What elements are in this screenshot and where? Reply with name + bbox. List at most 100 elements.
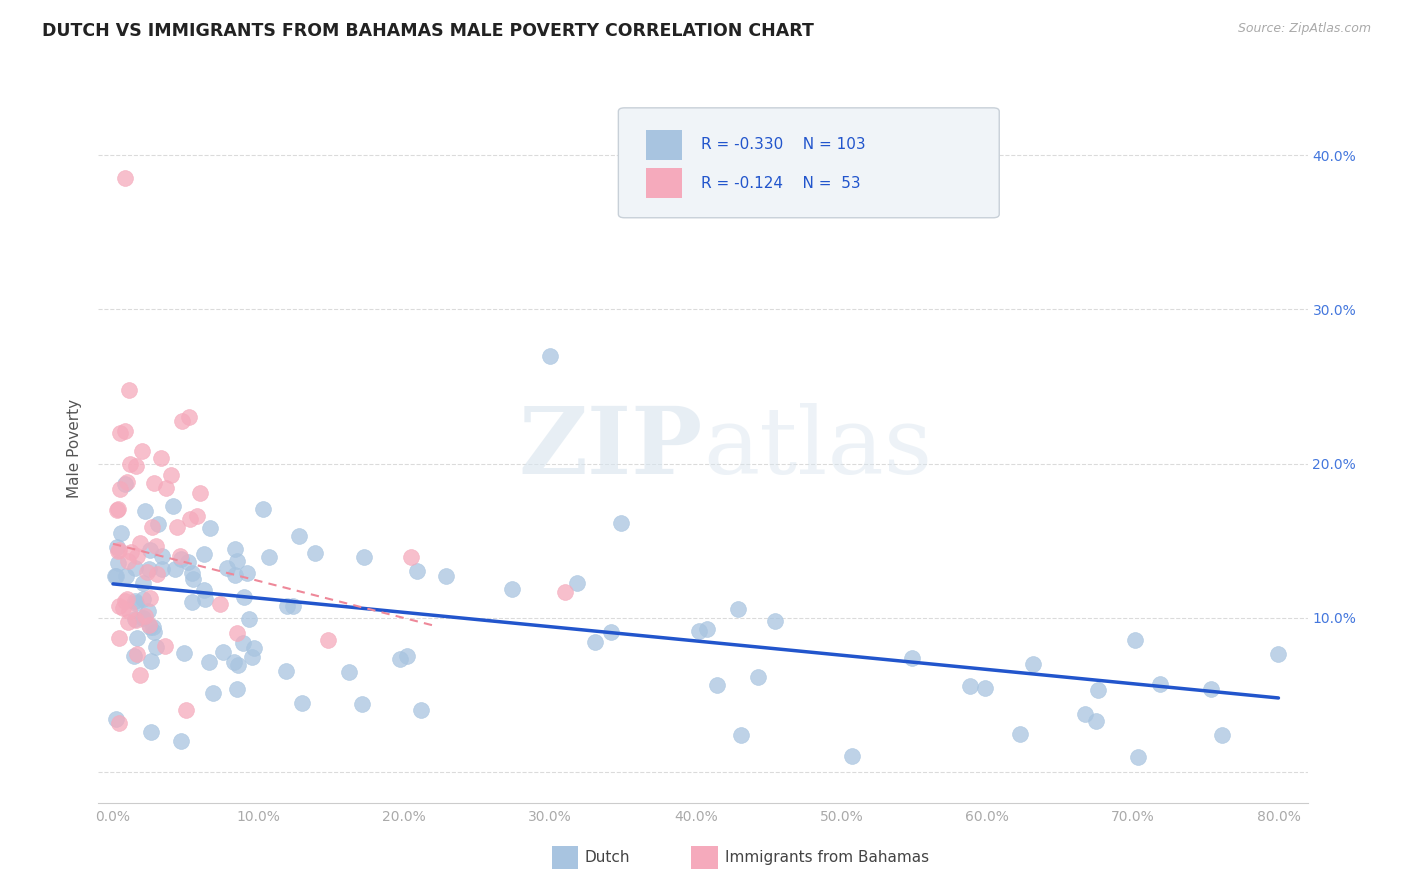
- Point: [727, 601, 749, 615]
- FancyBboxPatch shape: [551, 846, 578, 869]
- Point: [165, 562, 187, 576]
- Point: [1267, 647, 1289, 661]
- Point: [225, 554, 247, 568]
- Text: Immigrants from Bahamas: Immigrants from Bahamas: [724, 850, 929, 865]
- Point: [170, 415, 193, 429]
- Point: [141, 520, 163, 534]
- Point: [1199, 681, 1222, 696]
- Point: [124, 594, 146, 608]
- Point: [108, 599, 131, 613]
- Point: [186, 509, 208, 524]
- Point: [108, 483, 131, 497]
- Point: [198, 655, 221, 669]
- Point: [276, 599, 298, 614]
- Point: [127, 647, 149, 661]
- Point: [136, 565, 159, 579]
- Point: [107, 631, 129, 645]
- Point: [105, 540, 128, 554]
- Point: [104, 712, 127, 726]
- Point: [1211, 728, 1233, 742]
- Point: [169, 733, 191, 747]
- Point: [567, 575, 589, 590]
- Point: [974, 681, 997, 696]
- Point: [132, 611, 155, 625]
- Point: [169, 549, 191, 564]
- FancyBboxPatch shape: [647, 130, 682, 160]
- Point: [120, 545, 142, 559]
- Point: [150, 562, 173, 576]
- Point: [409, 703, 432, 717]
- FancyBboxPatch shape: [619, 108, 1000, 218]
- Point: [274, 664, 297, 678]
- FancyBboxPatch shape: [647, 168, 682, 198]
- Point: [281, 599, 304, 613]
- Point: [166, 520, 188, 534]
- Point: [146, 566, 169, 581]
- Point: [959, 679, 981, 693]
- Point: [1087, 682, 1109, 697]
- Point: [108, 716, 131, 731]
- Point: [188, 486, 211, 500]
- Point: [257, 550, 280, 565]
- Point: [114, 171, 136, 186]
- Point: [395, 649, 418, 664]
- Point: [169, 552, 191, 566]
- Point: [118, 383, 141, 397]
- Point: [696, 622, 718, 636]
- Text: ZIP: ZIP: [519, 403, 703, 493]
- Point: [434, 569, 457, 583]
- Point: [224, 655, 246, 669]
- Text: R = -0.330    N = 103: R = -0.330 N = 103: [700, 137, 865, 153]
- Point: [901, 651, 924, 665]
- Point: [1149, 677, 1171, 691]
- Text: atlas: atlas: [703, 403, 932, 493]
- Point: [134, 504, 156, 518]
- Point: [201, 685, 224, 699]
- Point: [114, 477, 136, 491]
- Point: [1128, 749, 1150, 764]
- Point: [127, 631, 149, 645]
- Point: [110, 425, 132, 440]
- Point: [236, 566, 259, 580]
- Point: [139, 725, 162, 739]
- Point: [143, 476, 166, 491]
- Point: [211, 645, 233, 659]
- Point: [114, 425, 136, 439]
- Point: [155, 481, 177, 495]
- Point: [111, 600, 134, 615]
- Point: [124, 612, 146, 626]
- Point: [117, 554, 139, 568]
- Point: [114, 593, 136, 607]
- Point: [174, 703, 197, 717]
- Point: [149, 450, 172, 465]
- Point: [583, 635, 606, 649]
- Point: [226, 626, 249, 640]
- Point: [1125, 632, 1147, 647]
- Point: [120, 457, 142, 471]
- Y-axis label: Male Poverty: Male Poverty: [67, 399, 83, 498]
- Point: [1074, 706, 1097, 721]
- Point: [238, 612, 260, 626]
- Point: [177, 555, 200, 569]
- Point: [181, 595, 204, 609]
- Point: [763, 614, 786, 628]
- Point: [610, 516, 633, 531]
- Point: [124, 649, 146, 664]
- Point: [107, 502, 129, 516]
- Point: [291, 696, 314, 710]
- Point: [179, 512, 201, 526]
- Point: [127, 549, 149, 563]
- Point: [131, 444, 153, 458]
- Point: [399, 549, 422, 564]
- Point: [124, 560, 146, 574]
- Point: [139, 654, 162, 668]
- Point: [139, 620, 162, 634]
- Point: [107, 544, 129, 558]
- Point: [226, 658, 249, 673]
- Point: [600, 625, 623, 640]
- Point: [117, 615, 139, 629]
- Point: [554, 585, 576, 599]
- Point: [150, 549, 173, 563]
- Point: [1022, 657, 1045, 672]
- Point: [747, 670, 769, 684]
